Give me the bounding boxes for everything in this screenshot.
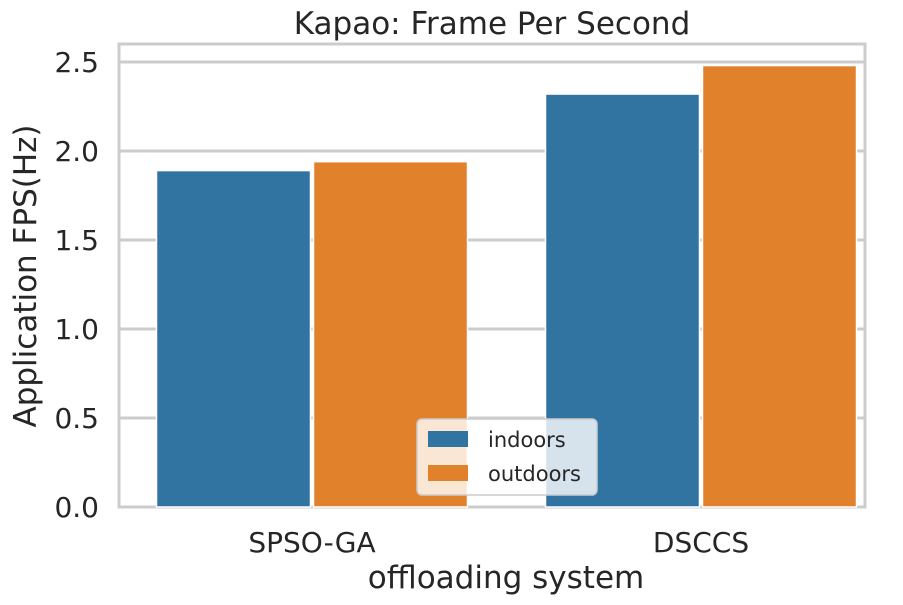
chart-title: Kapao: Frame Per Second <box>294 6 691 42</box>
legend-swatch-outdoors <box>428 465 468 481</box>
legend-swatch-indoors <box>428 431 468 447</box>
y-tick-label: 1.0 <box>54 313 99 346</box>
legend: indoors outdoors <box>416 418 598 496</box>
legend-label-indoors: indoors <box>488 428 566 452</box>
y-tick-label: 2.5 <box>54 46 99 79</box>
y-tick-labels: 0.0 0.5 1.0 1.5 2.0 2.5 <box>54 46 99 524</box>
y-tick-label: 2.0 <box>54 135 99 168</box>
x-tick-label: DSCCS <box>653 526 749 559</box>
x-tick-label: SPSO-GA <box>248 526 375 559</box>
x-axis-title: offloading system <box>368 560 644 596</box>
y-axis-title: Application FPS(Hz) <box>8 124 44 427</box>
x-tick-labels: SPSO-GA DSCCS <box>248 526 749 559</box>
bar-indoors-spso-ga <box>155 169 312 508</box>
legend-label-outdoors: outdoors <box>488 462 581 486</box>
y-tick-label: 0.5 <box>54 402 99 435</box>
y-tick-label: 0.0 <box>54 491 99 524</box>
bar-outdoors-dsccs <box>701 64 858 508</box>
y-tick-label: 1.5 <box>54 224 99 257</box>
